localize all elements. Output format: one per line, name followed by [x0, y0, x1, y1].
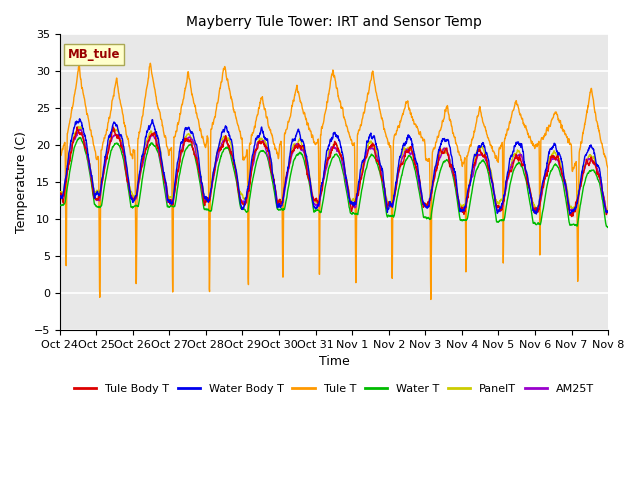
AM25T [604, 209, 612, 215]
Tule T [572, 163, 579, 168]
Water Body T [493, 211, 501, 216]
Tule Body T [568, 214, 575, 219]
Tule T [147, 60, 154, 66]
Y-axis label: Temperature (C): Temperature (C) [15, 132, 28, 233]
AM25T [493, 206, 501, 212]
Legend: Tule Body T, Water Body T, Tule T, Water T, PanelT, AM25T: Tule Body T, Water Body T, Tule T, Water… [69, 380, 599, 398]
Tule T [56, 198, 63, 204]
AM25T [572, 208, 579, 214]
X-axis label: Time: Time [319, 355, 349, 369]
Line: Water T: Water T [60, 138, 608, 228]
Water Body T [209, 172, 217, 178]
Line: Tule Body T: Tule Body T [60, 127, 608, 216]
Tule Body T [362, 155, 370, 160]
Tule T [494, 158, 502, 164]
Tule T [350, 142, 358, 148]
PanelT [603, 208, 611, 214]
Water T [56, 203, 63, 208]
Water T [209, 198, 217, 204]
Tule Body T [556, 163, 564, 169]
Tule Body T [572, 203, 579, 209]
Water Body T [604, 209, 612, 215]
Text: MB_tule: MB_tule [68, 48, 120, 61]
Tule T [209, 120, 217, 126]
Tule T [604, 207, 612, 213]
Line: PanelT: PanelT [60, 126, 608, 211]
PanelT [604, 207, 612, 213]
Line: Water Body T: Water Body T [60, 119, 608, 214]
AM25T [556, 164, 564, 170]
PanelT [75, 123, 83, 129]
Water T [572, 222, 579, 228]
Water T [604, 225, 611, 230]
Tule Body T [604, 210, 612, 216]
Water T [76, 135, 83, 141]
Tule T [362, 99, 370, 105]
Water T [604, 224, 612, 230]
Line: Tule T: Tule T [60, 63, 608, 300]
PanelT [493, 200, 501, 206]
AM25T [362, 153, 370, 159]
PanelT [362, 152, 370, 157]
Tule Body T [74, 124, 81, 130]
PanelT [556, 158, 564, 164]
Line: AM25T: AM25T [60, 130, 608, 213]
Tule Body T [350, 201, 358, 206]
Tule T [427, 297, 435, 302]
Water Body T [556, 153, 564, 159]
Water T [350, 211, 358, 216]
Water Body T [56, 192, 63, 198]
Tule Body T [209, 177, 217, 182]
PanelT [56, 190, 63, 196]
PanelT [350, 197, 358, 203]
Water T [556, 169, 564, 175]
Tule Body T [56, 192, 63, 198]
PanelT [209, 172, 217, 178]
AM25T [350, 203, 358, 209]
PanelT [572, 206, 579, 212]
AM25T [209, 179, 217, 184]
Tule Body T [493, 204, 501, 210]
AM25T [604, 210, 611, 216]
Water Body T [572, 206, 579, 212]
Tule T [556, 119, 564, 124]
Water Body T [76, 116, 83, 122]
AM25T [56, 194, 63, 200]
Water Body T [532, 211, 540, 217]
Title: Mayberry Tule Tower: IRT and Sensor Temp: Mayberry Tule Tower: IRT and Sensor Temp [186, 15, 482, 29]
Water Body T [350, 203, 358, 209]
Water Body T [362, 147, 370, 153]
Water T [362, 167, 370, 173]
Water T [493, 219, 501, 225]
AM25T [77, 127, 84, 132]
